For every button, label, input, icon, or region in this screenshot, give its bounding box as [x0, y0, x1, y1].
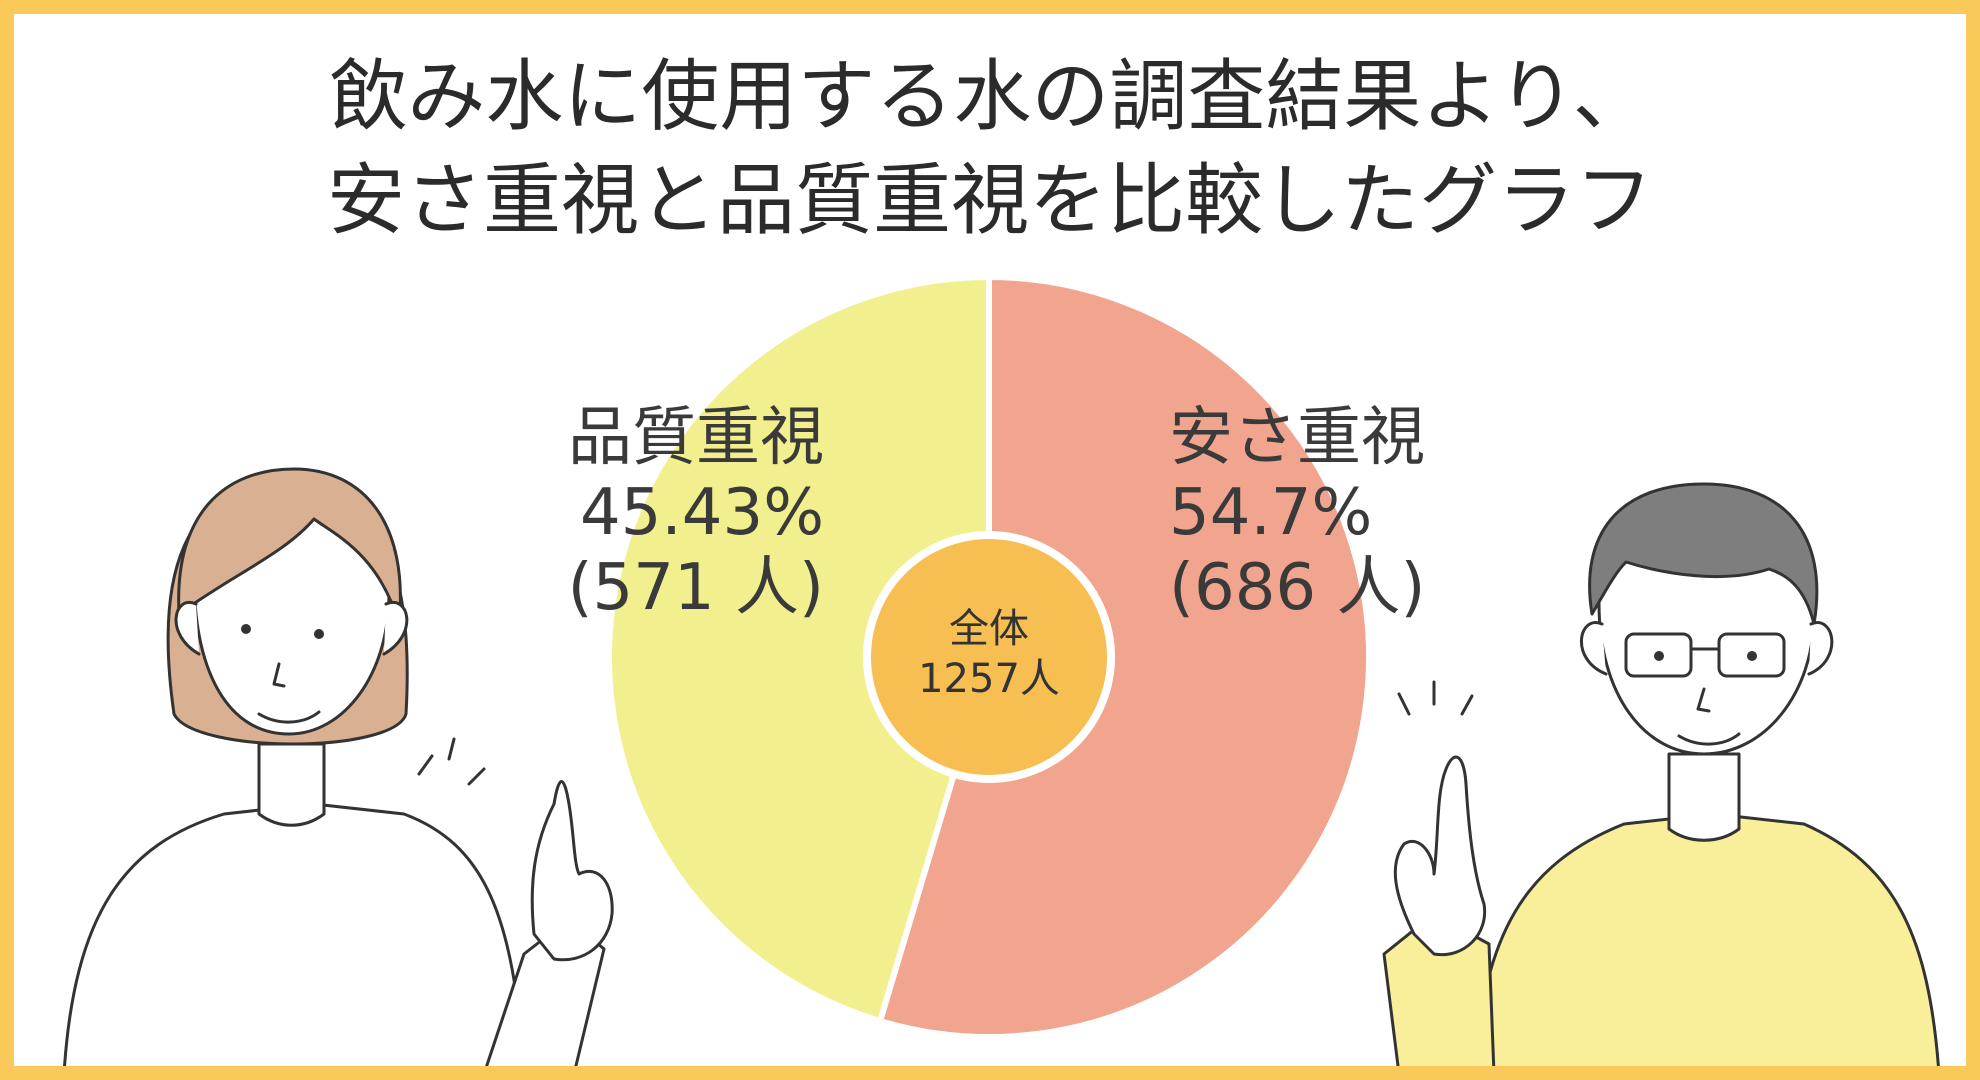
- pie-slices: [606, 273, 1372, 1040]
- total-center-circle: [863, 531, 1115, 783]
- chart-title-line-2: 安さ重視と品質重視を比較したグラフ: [326, 156, 1653, 246]
- slice-label-quality-name: 品質重視: [568, 401, 824, 475]
- slice-label-cheap-name: 安さ重視: [1169, 401, 1425, 475]
- slice-label-cheap-count: (686 人): [1169, 551, 1425, 625]
- slice-label-cheap-percent: 54.7%: [1169, 476, 1372, 550]
- slice-label-quality-percent: 45.43%: [580, 476, 824, 550]
- center-total: 1257人: [918, 656, 1060, 702]
- chart-frame: 飲み水に使用する水の調査結果より、 安さ重視と品質重視を比較したグラフ: [14, 14, 1966, 1066]
- pie-slice-cheap: [876, 273, 1372, 1040]
- center-label: 全体: [949, 606, 1029, 652]
- pie-slice-quality: [606, 273, 992, 1025]
- pie-chart: 全体 1257人 安さ重視 54.7% (686 人) 品質重視 45.43% …: [63, 273, 1940, 1066]
- chart-title-line-1: 飲み水に使用する水の調査結果より、: [329, 52, 1651, 142]
- woman-illustration: [63, 467, 614, 1066]
- man-illustration: [1382, 482, 1940, 1066]
- slice-label-quality-count: (571 人): [568, 551, 824, 625]
